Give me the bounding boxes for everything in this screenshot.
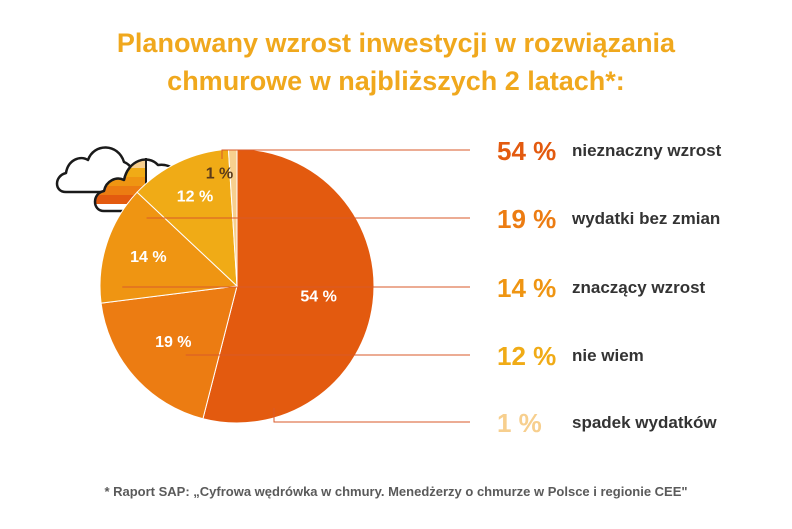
legend-value-nieznaczny-wzrost: 54 % [497,136,556,166]
legend-label-wydatki-bez-zmian: wydatki bez zmian [571,209,720,228]
slice-label-spadek-wydatkow: 1 % [206,166,234,183]
slice-label-nieznaczny-wzrost: 54 % [300,288,336,305]
legend-value-nie-wiem: 12 % [497,341,556,371]
legend-label-znaczacy-wzrost: znaczący wzrost [572,278,706,297]
legend-value-wydatki-bez-zmian: 19 % [497,204,556,234]
legend-value-spadek-wydatkow: 1 % [497,408,542,438]
legend-label-spadek-wydatkow: spadek wydatków [572,413,717,432]
pie-slice-nieznaczny-wzrost [202,148,375,424]
slice-label-wydatki-bez-zmian: 19 % [155,334,191,351]
legend-label-nieznaczny-wzrost: nieznaczny wzrost [572,141,722,160]
pie-slice-wydatki-bez-zmian [100,285,238,420]
chart-title-line-1: Planowany wzrost inwestycji w rozwiązani… [116,28,676,58]
footnote: * Raport SAP: „Cyfrowa wędrówka w chmury… [104,484,688,499]
leader-line-spadek-wydatkow [273,408,470,423]
legend-label-nie-wiem: nie wiem [572,346,644,365]
pie-slice-znaczacy-wzrost [99,191,239,304]
leader-line-nieznaczny-wzrost [221,149,470,159]
chart-title-line-2: chmurowe w najbliższych 2 latach*: [167,66,625,96]
slice-label-znaczacy-wzrost: 14 % [130,249,166,266]
legend-value-znaczacy-wzrost: 14 % [497,273,556,303]
slice-label-nie-wiem: 12 % [177,189,213,206]
chart-title: Planowany wzrost inwestycji w rozwiązani… [0,24,792,100]
